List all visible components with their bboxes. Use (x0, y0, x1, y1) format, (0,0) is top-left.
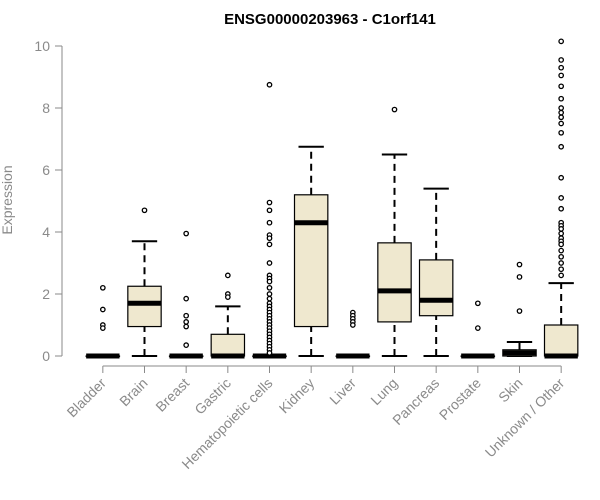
outlier-point (183, 342, 190, 348)
y-axis: 0 2 4 6 8 10 (34, 38, 63, 364)
outlier-point (558, 114, 565, 121)
box-iqr (543, 324, 579, 357)
box-unknown-other (543, 38, 579, 359)
outlier-point (558, 195, 565, 201)
outlier-point (266, 291, 273, 297)
outlier-point (266, 284, 273, 291)
box-iqr (127, 285, 162, 328)
outlier-point (558, 109, 565, 116)
chart-title: ENSG00000203963 - C1orf141 (224, 11, 436, 28)
outlier-point (558, 129, 565, 136)
x-tick-label: Prostate (436, 375, 484, 423)
x-tick-label: Brain (116, 375, 150, 409)
outlier-point (558, 174, 565, 181)
outlier-point (183, 230, 190, 237)
outlier-point (558, 105, 565, 111)
y-tick-label: 6 (42, 162, 50, 178)
x-tick-label: Breast (152, 375, 192, 415)
box-brain (127, 207, 162, 357)
x-tick-label: Liver (326, 375, 359, 408)
box-lung (377, 106, 412, 357)
outlier-point (558, 260, 565, 266)
outlier-point (266, 235, 273, 242)
y-tick-label: 2 (42, 286, 50, 302)
outlier-point (516, 308, 523, 314)
outlier-point (558, 230, 565, 237)
outlier-point (558, 143, 565, 150)
outlier-point (558, 64, 565, 71)
outlier-point (183, 312, 190, 319)
outlier-point (266, 81, 273, 88)
outlier-point (558, 120, 565, 127)
outlier-point (391, 106, 398, 113)
x-tick-label: Lung (367, 375, 400, 408)
outlier-point (99, 306, 106, 313)
outlier-point (558, 272, 565, 279)
outlier-point (474, 300, 481, 307)
box-iqr (293, 194, 329, 328)
box-pancreas (418, 187, 454, 357)
box-iqr (418, 259, 454, 317)
outlier-point (266, 219, 273, 226)
x-tick-label: Bladder (64, 375, 110, 421)
outlier-point (558, 266, 565, 273)
outlier-point (99, 325, 106, 331)
y-tick-label: 0 (42, 348, 50, 364)
x-tick-label: Kidney (276, 375, 318, 417)
outlier-point (474, 325, 481, 331)
outlier-point (558, 72, 565, 79)
outlier-point (558, 247, 565, 254)
x-tick-label: Skin (495, 375, 526, 406)
outlier-point (183, 323, 190, 330)
outlier-point (558, 241, 565, 248)
box-kidney (293, 145, 329, 357)
outlier-point (516, 261, 523, 268)
box-iqr (377, 242, 412, 323)
outlier-point (266, 260, 273, 266)
y-tick-label: 10 (34, 38, 50, 54)
outlier-point (558, 83, 565, 90)
box-prostate (460, 300, 496, 359)
outlier-point (349, 322, 356, 328)
outlier-point (224, 272, 231, 279)
boxes-group (85, 38, 579, 359)
outlier-point (266, 241, 273, 248)
outlier-point (141, 207, 148, 214)
outlier-point (558, 205, 565, 212)
outlier-point (558, 57, 565, 63)
y-tick-label: 8 (42, 100, 50, 116)
box-gastric (210, 272, 246, 359)
outlier-point (558, 253, 565, 260)
outlier-point (558, 38, 565, 45)
outlier-point (266, 199, 273, 206)
outlier-point (224, 294, 231, 300)
box-iqr (210, 333, 246, 357)
outlier-point (266, 350, 273, 356)
outlier-point (183, 295, 190, 302)
outlier-point (266, 278, 273, 285)
y-axis-label: Expression (0, 165, 15, 234)
box-hematopoietic-cells (252, 81, 287, 359)
outlier-point (266, 295, 273, 302)
outlier-point (266, 207, 273, 214)
outlier-point (558, 226, 565, 232)
box-skin (502, 261, 537, 357)
box-bladder (85, 284, 121, 359)
outlier-point (516, 274, 523, 280)
y-tick-label: 4 (42, 224, 50, 240)
box-breast (168, 230, 204, 359)
outlier-point (99, 284, 106, 291)
outlier-point (558, 95, 565, 102)
box-liver (335, 309, 371, 359)
outlier-point (183, 319, 190, 325)
x-tick-label: Unknown / Other (482, 375, 568, 461)
